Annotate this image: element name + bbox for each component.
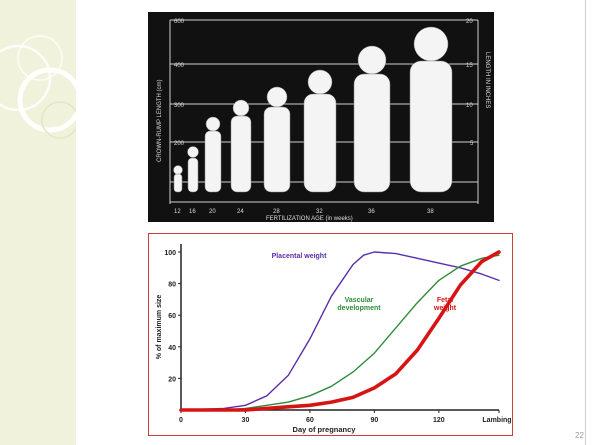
- y-tick-label: 20: [168, 376, 176, 383]
- y-tick-label: 60: [168, 313, 176, 320]
- x-tick-label: 30: [242, 417, 250, 424]
- placental-weight-line: [180, 251, 500, 411]
- placental-weight-label: Placental weight: [272, 253, 328, 260]
- x-axis-title: Day of pregnancy: [293, 425, 357, 434]
- x-tick-label: 60: [306, 417, 314, 424]
- vascular-development-label: Vascular: [345, 297, 374, 304]
- left-tick: 200: [174, 141, 185, 147]
- age-label: 32: [316, 209, 323, 215]
- age-label: 24: [237, 209, 244, 215]
- fetal-weight-label: weight: [433, 305, 457, 312]
- fetal-weight-label: Fetal: [437, 297, 453, 304]
- x-tick-label: 120: [433, 417, 445, 424]
- age-label: 12: [174, 209, 181, 215]
- y-tick-label: 100: [164, 250, 176, 257]
- age-label: 36: [368, 209, 375, 215]
- decorative-circles: [0, 35, 76, 139]
- placental-growth-chart: 20 40 60 80 100 0 30 60 90 120 Lambing Day of pregn…: [148, 233, 513, 436]
- x-tick-label: 90: [370, 417, 378, 424]
- vascular-development-label: development: [337, 305, 381, 312]
- age-label: 28: [273, 209, 280, 215]
- right-margin-rule: [585, 0, 586, 445]
- age-label: 20: [209, 209, 216, 215]
- left-tick: 400: [174, 63, 185, 69]
- decorative-side-band: [0, 0, 76, 445]
- vascular-development-line: [180, 254, 500, 411]
- y-tick-label: 40: [168, 345, 176, 352]
- left-tick: 600: [174, 19, 185, 25]
- x-axis-label: FERTILIZATION AGE (in weeks): [266, 216, 353, 222]
- right-tick: 5: [470, 141, 474, 147]
- x-tick-label: 0: [179, 417, 183, 424]
- page-number: 22: [575, 431, 584, 440]
- left-tick: 300: [174, 103, 185, 109]
- age-label: 38: [427, 209, 434, 215]
- chart-svg: 20 40 60 80 100 0 30 60 90 120 Lambing Day of pregn…: [156, 244, 512, 434]
- right-tick: 10: [466, 103, 473, 109]
- age-label: 16: [189, 209, 196, 215]
- right-tick: 15: [466, 63, 473, 69]
- right-tick: 20: [466, 19, 473, 25]
- fetus-silhouettes: [173, 26, 453, 193]
- y-axis-title: % of maximum size: [156, 295, 163, 360]
- fetal-weight-line: [179, 250, 501, 412]
- right-axis-label: LENGTH IN INCHES: [484, 52, 490, 108]
- y-tick-label: 80: [168, 282, 176, 289]
- fetal-growth-figure: 600 400 300 200 20 15 10 5 CROWN-RUMP LE…: [148, 12, 494, 222]
- x-tick-label: Lambing: [482, 417, 511, 424]
- y-axis-label: CROWN-RUMP LENGTH (cm): [157, 79, 163, 162]
